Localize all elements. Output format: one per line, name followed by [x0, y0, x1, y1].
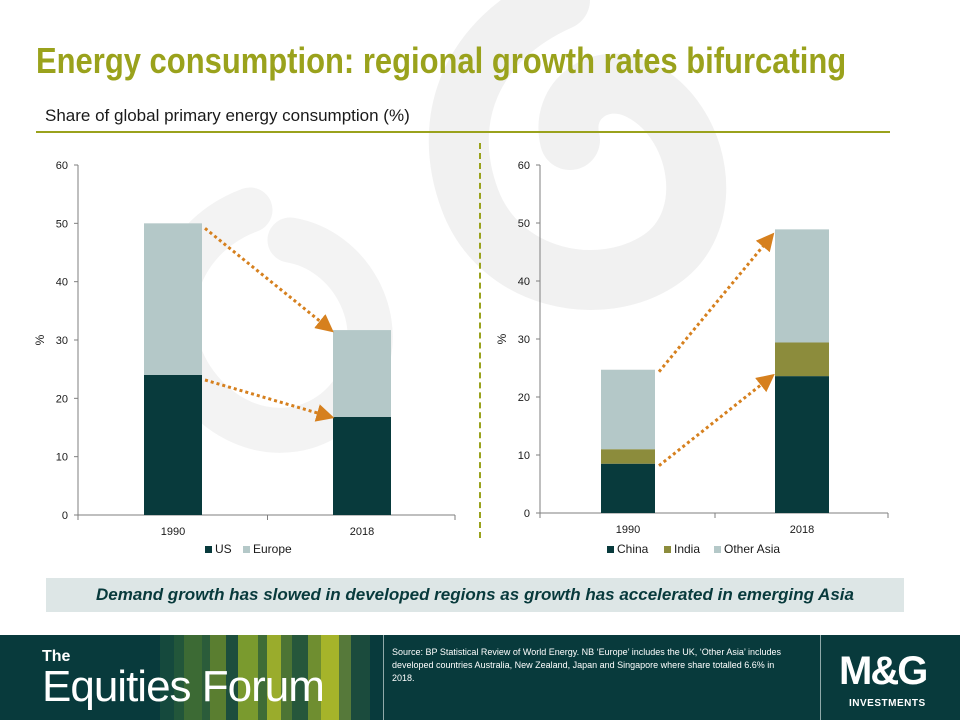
y-tick-label: 20	[56, 393, 68, 405]
bar-segment	[775, 229, 829, 343]
x-tick-label: 1990	[161, 526, 185, 538]
stripe	[184, 635, 202, 720]
stripe	[339, 635, 351, 720]
stripe	[226, 635, 238, 720]
y-tick-label: 0	[524, 508, 530, 520]
stripe	[238, 635, 258, 720]
bar-segment	[601, 369, 655, 450]
trend-arrow	[204, 378, 335, 422]
trend-arrow	[204, 227, 334, 333]
bar-segment	[601, 449, 655, 464]
y-tick-label: 30	[518, 334, 530, 346]
brand-stripes	[160, 635, 370, 720]
stripe	[160, 635, 174, 720]
x-tick-label: 2018	[350, 526, 374, 538]
legend-swatch	[607, 546, 614, 553]
y-tick-label: 0	[62, 510, 68, 522]
chart-subtitle: Share of global primary energy consumpti…	[45, 106, 410, 125]
source-note: Source: BP Statistical Review of World E…	[383, 635, 783, 720]
y-tick-label: 40	[56, 277, 68, 289]
trend-arrow	[657, 232, 775, 373]
y-tick-label: 60	[56, 160, 68, 172]
callout-text: Demand growth has slowed in developed re…	[96, 585, 854, 604]
trend-arrow	[658, 373, 775, 467]
stripe	[258, 635, 267, 720]
stripe	[267, 635, 281, 720]
legend-swatch	[664, 546, 671, 553]
y-tick-label: 50	[518, 218, 530, 230]
legend-label: India	[674, 542, 700, 556]
slide-title: Energy consumption: regional growth rate…	[36, 40, 847, 81]
y-tick-label: 30	[56, 335, 68, 347]
legend-label: Europe	[253, 542, 292, 556]
bar-segment	[333, 330, 391, 417]
bar-segment	[144, 375, 202, 515]
bar-segment	[775, 342, 829, 377]
legend-swatch	[714, 546, 721, 553]
y-tick-label: 10	[518, 450, 530, 462]
y-tick-label: 10	[56, 452, 68, 464]
bar-segment	[601, 463, 655, 513]
stripe	[321, 635, 339, 720]
y-tick-label: 60	[518, 160, 530, 172]
legend-label: Other Asia	[724, 542, 780, 556]
stripe	[281, 635, 292, 720]
logo-main: M&G	[839, 649, 928, 693]
charts-area: 0 10 20 30 40 50 60% 1990 2018 US Europe 0 10 20 30 40 5…	[33, 160, 889, 556]
x-tick-label: 1990	[616, 524, 640, 536]
brand-name: Equities Forum	[42, 662, 325, 711]
legend-label: China	[617, 542, 649, 556]
stripe	[210, 635, 226, 720]
stripe	[202, 635, 210, 720]
logo-sub: INVESTMENTS	[849, 698, 926, 709]
mg-logo: M&G INVESTMENTS	[820, 635, 960, 720]
legend-swatch	[205, 546, 212, 553]
stripe	[292, 635, 308, 720]
callout-box: Demand growth has slowed in developed re…	[46, 578, 904, 612]
stripe	[308, 635, 321, 720]
legend-label: US	[215, 542, 232, 556]
y-axis-label: %	[495, 333, 509, 344]
bar-segment	[775, 376, 829, 513]
legend-swatch	[243, 546, 250, 553]
bar-segment	[333, 417, 391, 515]
panel-divider	[479, 143, 481, 538]
brand-the: The	[42, 648, 71, 665]
stripe	[174, 635, 184, 720]
x-tick-label: 2018	[790, 524, 814, 536]
stripe	[351, 635, 370, 720]
bar-segment	[144, 223, 202, 375]
y-axis-label: %	[33, 334, 47, 345]
y-tick-label: 50	[56, 218, 68, 230]
y-tick-label: 20	[518, 392, 530, 404]
title-rule	[36, 131, 890, 133]
footer-bar: The Equities Forum Source: BP Statistica…	[0, 635, 960, 720]
y-tick-label: 40	[518, 276, 530, 288]
